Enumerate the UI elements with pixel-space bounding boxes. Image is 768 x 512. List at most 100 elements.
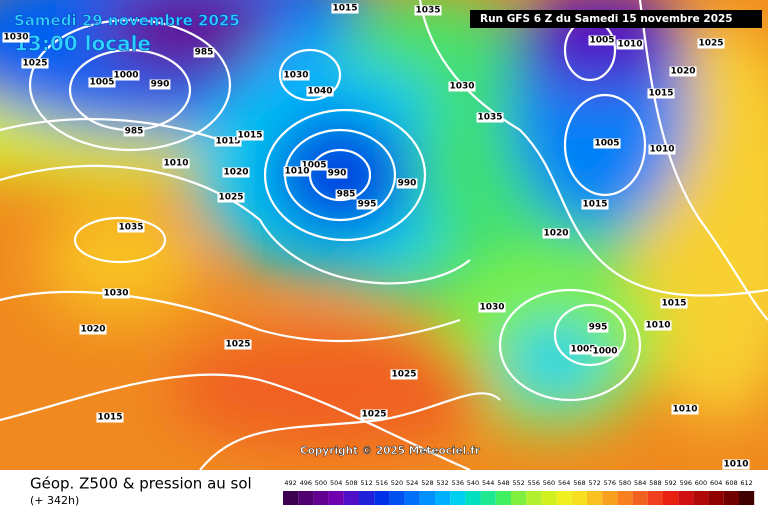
isobar-label-bg — [117, 222, 145, 233]
isobar-label-bg — [593, 138, 621, 149]
lead-time: (+ 342h) — [30, 494, 79, 507]
color-scale: 492 496 500 504 508 512 516 520 524 528 532 536 540 5… — [283, 479, 755, 505]
scale-label: 596 — [680, 479, 692, 487]
scale-label: 504 — [330, 479, 342, 487]
isobar-labels: 1015 103510301025100510009909859851010101… — [2, 3, 750, 470]
isobar-label-bg — [306, 86, 334, 97]
scale-swatch — [298, 491, 314, 505]
isobar-label-bg — [591, 346, 619, 357]
scale-label: 516 — [376, 479, 388, 487]
scale-swatch — [283, 491, 299, 505]
scale-label: 528 — [421, 479, 433, 487]
isobar-label: 1010 — [617, 40, 642, 50]
isobar-label: 1015 — [661, 299, 686, 309]
scale-label: 524 — [406, 479, 418, 487]
scale-label: 544 — [482, 479, 494, 487]
isobar-label-bg — [722, 459, 750, 470]
isobar-label-bg — [214, 136, 242, 147]
scale-label: 556 — [528, 479, 540, 487]
scale-swatch — [435, 491, 451, 505]
scale-label: 500 — [315, 479, 327, 487]
scale-swatch — [708, 491, 724, 505]
scale-swatch — [602, 491, 618, 505]
scale-label: 612 — [740, 479, 752, 487]
isobar-label: 1025 — [391, 370, 416, 380]
time-label: 13:00 locale — [14, 32, 151, 56]
isobar-label: 1010 — [163, 159, 188, 169]
scale-swatch — [389, 491, 405, 505]
scale-label: 520 — [391, 479, 403, 487]
isobar-label-bg — [217, 192, 245, 203]
isobar-label-bg — [648, 144, 676, 155]
isobar-label: 1030 — [103, 289, 128, 299]
isobar-label-bg — [123, 126, 145, 137]
scale-label: 584 — [634, 479, 646, 487]
isobar-label: 1010 — [645, 321, 670, 331]
scale-swatch — [693, 491, 709, 505]
scale-swatch — [511, 491, 527, 505]
scale-label: 508 — [345, 479, 357, 487]
isobar-label-bg — [162, 158, 190, 169]
isobar-label: 1015 — [215, 137, 240, 147]
isobar-label-bg — [88, 77, 116, 88]
isobar-label-bg — [669, 66, 697, 77]
scale-swatch — [541, 491, 557, 505]
isobar-label-bg — [356, 199, 378, 210]
scale-swatch — [450, 491, 466, 505]
run-box — [470, 10, 762, 28]
isobar-label-bg — [390, 369, 418, 380]
isobar-label-bg — [360, 409, 388, 420]
isobar-label: 995 — [589, 323, 608, 333]
scale-label: 576 — [604, 479, 616, 487]
scale-swatch — [526, 491, 542, 505]
isobar-label: 1020 — [543, 229, 568, 239]
isobar-label: 1035 — [477, 113, 502, 123]
isobar-label: 990 — [398, 179, 417, 189]
isobar-label-bg — [112, 70, 140, 81]
footer-title: Géop. Z500 & pression au sol — [30, 475, 252, 493]
isobar-label: 1030 — [479, 303, 504, 313]
isobar-label: 1030 — [283, 71, 308, 81]
isobar-label: 1025 — [225, 340, 250, 350]
scale-label: 592 — [664, 479, 676, 487]
isobar-label: 1010 — [649, 145, 674, 155]
scale-swatch — [495, 491, 511, 505]
scale-swatch — [374, 491, 390, 505]
isobar-label: 1000 — [113, 71, 138, 81]
isobar-label: 1005 — [589, 36, 614, 46]
isobar-label: 1020 — [223, 168, 248, 178]
scale-swatch — [419, 491, 435, 505]
isobar-label-bg — [647, 88, 675, 99]
scale-label: 560 — [543, 479, 555, 487]
isobar-label-bg — [326, 168, 348, 179]
isobar-label-bg — [616, 39, 644, 50]
scale-swatch — [723, 491, 739, 505]
scale-swatch — [647, 491, 663, 505]
field — [0, 0, 768, 470]
isobar-label: 1035 — [118, 223, 143, 233]
scale-swatch — [480, 491, 496, 505]
isobar-label-bg — [542, 228, 570, 239]
scale-swatch — [465, 491, 481, 505]
scale-swatch — [343, 491, 359, 505]
isobar-label-bg — [414, 5, 442, 16]
isobar-label: 1025 — [218, 193, 243, 203]
isobar-label-bg — [448, 81, 476, 92]
copyright: Copyright © 2025 Meteociel.fr — [300, 445, 481, 457]
isobar-label-bg — [335, 189, 357, 200]
isobar-label: 1020 — [670, 67, 695, 77]
isobar-label-bg — [300, 160, 328, 171]
scale-label: 536 — [452, 479, 464, 487]
scale-label: 604 — [710, 479, 722, 487]
isobar-label-bg — [396, 178, 418, 189]
scale-swatch — [571, 491, 587, 505]
isobar-label: 990 — [328, 169, 347, 179]
isobar-label-bg — [236, 130, 264, 141]
isobar-label-bg — [283, 166, 311, 177]
isobar-label-bg — [697, 38, 725, 49]
scale-label: 512 — [360, 479, 372, 487]
isobar-label: 1000 — [592, 347, 617, 357]
isobar-label: 1015 — [97, 413, 122, 423]
isobar-label: 1025 — [698, 39, 723, 49]
